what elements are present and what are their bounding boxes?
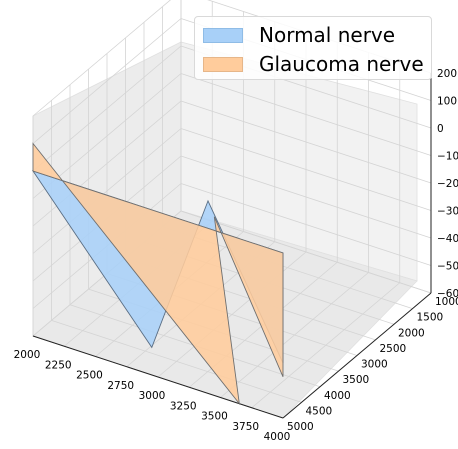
z-tick-label: −200 — [437, 178, 458, 190]
z-tick-label: 200 — [437, 68, 457, 80]
series-layer — [31, 142, 284, 406]
x-tick-label: 2000 — [14, 349, 41, 361]
grid-line-z-back — [180, 183, 432, 266]
y-tick-label: 5000 — [287, 421, 314, 433]
x-tick-label: 2750 — [107, 380, 134, 392]
grid-line-y-floor — [51, 319, 302, 403]
x-tick-label: 4000 — [264, 431, 291, 443]
grid-line-z-left — [32, 18, 182, 144]
y-tick-label: 2500 — [380, 343, 407, 355]
legend-label-glaucoma: Glaucoma nerve — [259, 52, 424, 76]
y-tick-label: 4000 — [324, 390, 351, 402]
legend-item-normal: Normal nerve — [203, 21, 395, 49]
z-tick-label: −100 — [437, 151, 458, 163]
z-tick-label: −500 — [437, 261, 458, 273]
grid-line-z-back — [180, 128, 432, 211]
x-axis-ticks: 2000 2250 2500 2750 3000 3250 3500 3750 4000 — [14, 349, 291, 443]
legend-swatch-normal — [203, 27, 243, 43]
grid-line-z-back — [180, 100, 432, 184]
x-tick-label: 2250 — [45, 359, 72, 371]
y-axis-line — [282, 292, 432, 419]
x-tick-label: 3250 — [170, 400, 197, 412]
grid-line-z-left — [32, 128, 182, 254]
y-tick-label: 4500 — [306, 405, 333, 417]
y-tick-label: 3500 — [343, 374, 370, 386]
x-tick-label: 3000 — [139, 390, 166, 402]
legend-label-normal: Normal nerve — [259, 23, 396, 47]
x-axis-line — [32, 335, 284, 419]
legend-item-glaucoma: Glaucoma nerve — [203, 50, 424, 78]
z-tick-label: −300 — [437, 206, 458, 218]
grid-line-z-left — [32, 0, 171, 117]
z-tick-label: 0 — [437, 123, 444, 135]
legend: Normal nerve Glaucoma nerve — [194, 16, 432, 80]
z-tick-label: 100 — [437, 96, 457, 108]
z-tick-label: −400 — [437, 233, 458, 245]
x-tick-label: 3500 — [201, 411, 228, 423]
y-tick-label: 1500 — [417, 312, 444, 324]
y-tick-label: 3000 — [361, 359, 388, 371]
grid-line-z-left — [32, 45, 182, 172]
z-axis-ticks: 200 100 0 −100 −200 −300 −400 −500 −600 — [437, 68, 458, 300]
grid-line-z-back — [180, 73, 432, 156]
x-tick-label: 3750 — [232, 421, 259, 433]
series-area-glaucoma — [32, 142, 284, 406]
x-tick-label: 2500 — [76, 370, 103, 382]
axes — [32, 73, 432, 419]
y-tick-label: 2000 — [398, 327, 425, 339]
legend-swatch-glaucoma — [203, 56, 243, 72]
grid-line-z-back — [180, 155, 432, 239]
grid-line-z-back — [180, 210, 432, 294]
z-tick-label: −600 — [437, 288, 458, 300]
